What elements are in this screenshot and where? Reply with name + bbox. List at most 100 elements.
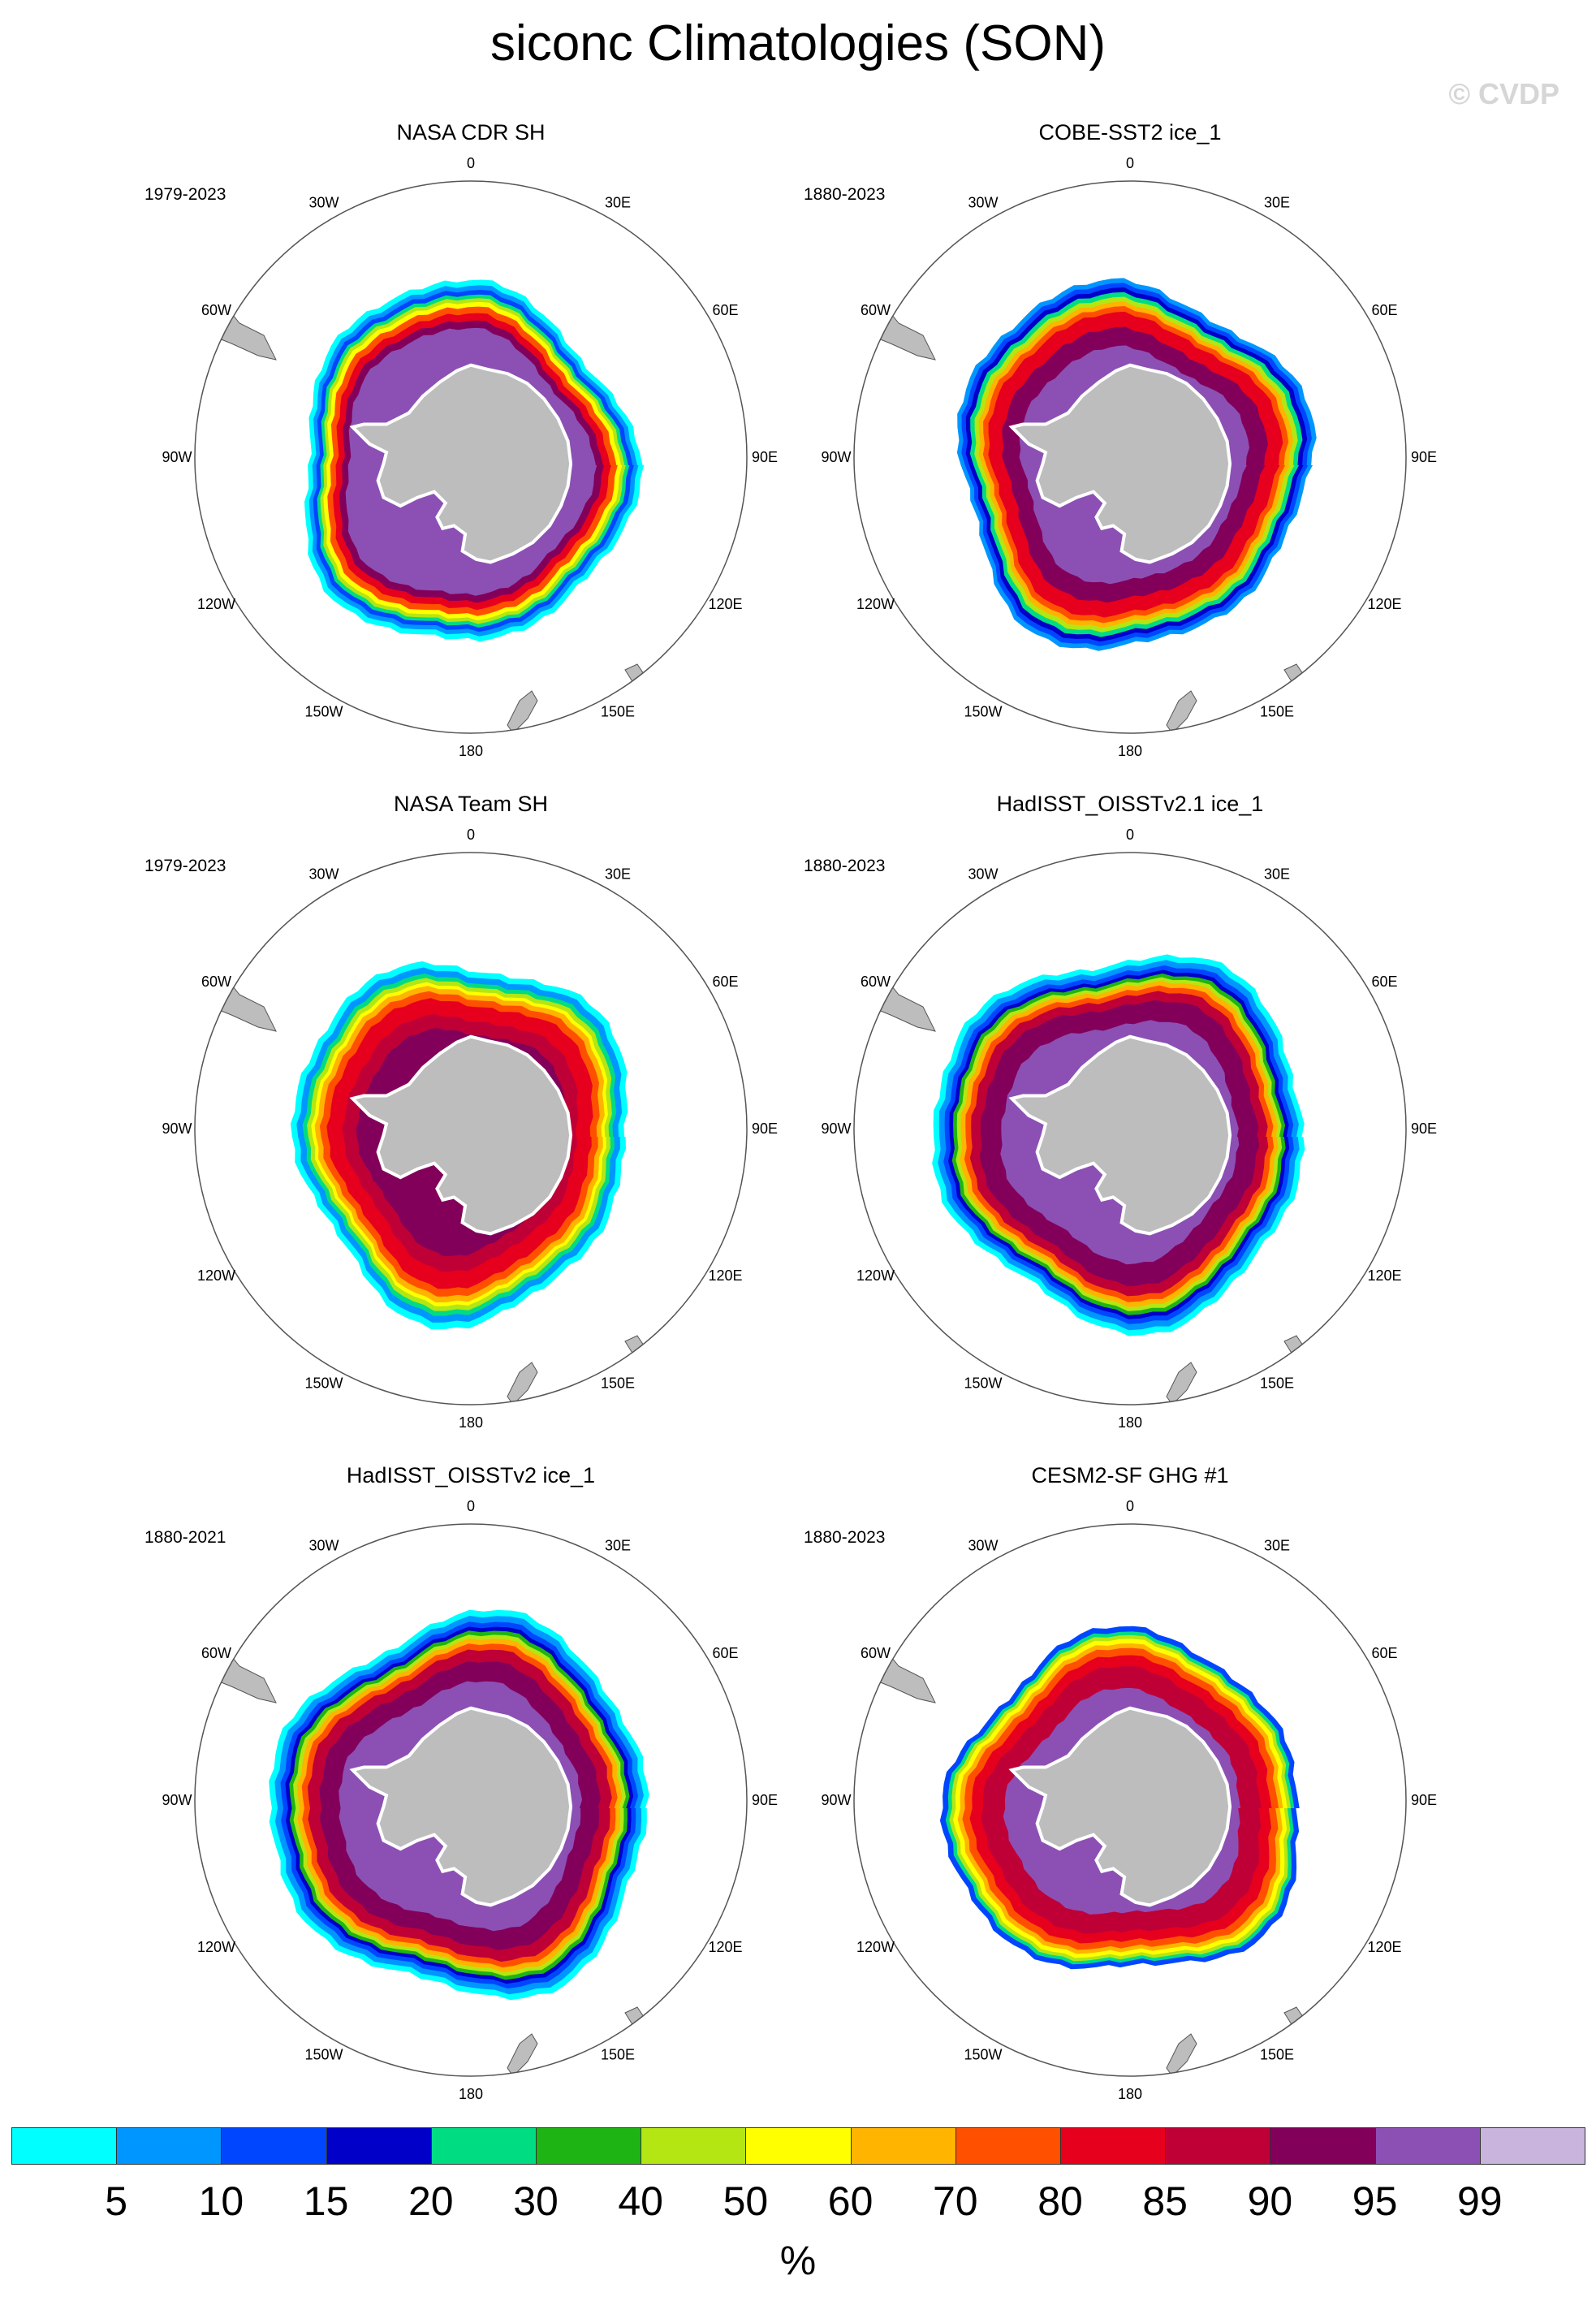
longitude-label: 180 (459, 743, 483, 759)
colorbar-segment (1374, 2127, 1481, 2165)
colorbar-segment (1270, 2127, 1376, 2165)
new-zealand-landmass (1166, 1362, 1197, 1405)
longitude-label: 30E (605, 866, 631, 883)
polar-map: 0 30E 60E 90E 120E 150E 180 150W 120W 90W 60W 30W (162, 155, 778, 759)
longitude-label: 30W (968, 195, 998, 211)
map-content (195, 1609, 649, 2076)
longitude-label: 60E (1371, 974, 1397, 990)
panel-title: CESM2-SF GHG #1 (1031, 1463, 1229, 1487)
map-panel-cobe-sst2: 0 30E 60E 90E 120E 150E 180 150W 120W 90W 60W 30W C… (765, 120, 1495, 786)
longitude-label: 120E (1367, 1939, 1401, 1955)
antarctica-landmass (1008, 1706, 1232, 1907)
longitude-label: 150W (304, 1375, 343, 1392)
longitude-label: 0 (1126, 827, 1134, 843)
longitude-label: 180 (459, 2086, 483, 2102)
longitude-label: 150E (1260, 704, 1294, 720)
colorbar-tick-label: 80 (1037, 2178, 1083, 2224)
longitude-label: 60E (1371, 302, 1397, 318)
panel-years: 1979-2023 (145, 185, 226, 204)
map-panel-hadisst-oisstv21: 0 30E 60E 90E 120E 150E 180 150W 120W 90W 60W 30W H… (765, 792, 1495, 1457)
longitude-label: 90E (1411, 1792, 1437, 1808)
colorbar-tick-label: 50 (723, 2178, 769, 2224)
longitude-label: 90W (162, 449, 192, 465)
colorbar-tick-label: 85 (1142, 2178, 1188, 2224)
colorbar-tick-label: 60 (827, 2178, 873, 2224)
colorbar-segment (1165, 2127, 1271, 2165)
longitude-label: 150W (304, 2047, 343, 2063)
longitude-label: 150W (304, 704, 343, 720)
panel-years: 1979-2023 (145, 857, 226, 875)
map-boundary (853, 180, 1407, 734)
longitude-label: 120E (708, 1267, 742, 1284)
longitude-label: 90W (821, 1120, 851, 1137)
colorbar-tick-label: 90 (1247, 2178, 1293, 2224)
colorbar-segment (1060, 2127, 1167, 2165)
longitude-label: 150E (601, 2047, 635, 2063)
colorbar-segment (850, 2127, 956, 2165)
panel-title: NASA Team SH (393, 792, 549, 816)
panel-years: 1880-2021 (145, 1528, 226, 1547)
longitude-label: 150W (964, 2047, 1002, 2063)
longitude-label: 30W (968, 866, 998, 883)
panel-years: 1880-2023 (804, 185, 886, 204)
new-zealand-landmass (1166, 2033, 1197, 2076)
colorbar-segment (955, 2127, 1061, 2165)
antarctica-landmass (1008, 1034, 1232, 1236)
longitude-label: 90W (821, 449, 851, 465)
panel-title: COBE-SST2 ice_1 (1038, 120, 1222, 145)
antarctica-landmass (1008, 363, 1232, 564)
longitude-label: 0 (467, 155, 475, 171)
longitude-label: 60E (1371, 1645, 1397, 1661)
longitude-label: 120W (197, 1939, 235, 1955)
colorbar-segment (221, 2127, 327, 2165)
colorbar-segment (430, 2127, 537, 2165)
polar-map: 0 30E 60E 90E 120E 150E 180 150W 120W 90W 60W 30W (162, 1498, 778, 2102)
colorbar-tick-label: 10 (198, 2178, 244, 2224)
longitude-label: 60W (861, 974, 891, 990)
colorbar-tick-label: 99 (1456, 2178, 1503, 2224)
colorbar-tick-label: 40 (618, 2178, 663, 2224)
longitude-label: 120E (1367, 1267, 1401, 1284)
map-content (854, 1626, 1305, 2076)
longitude-label: 150E (601, 1375, 635, 1392)
longitude-label: 30W (308, 195, 339, 211)
panel-title: HadISST_OISSTv2 ice_1 (346, 1463, 596, 1487)
colorbar-units: % (779, 2238, 817, 2283)
longitude-label: 120W (197, 596, 235, 612)
map-panel-cesm2-sf-ghg: 0 30E 60E 90E 120E 150E 180 150W 120W 90W 60W 30W C… (765, 1463, 1495, 2129)
colorbar-segment (745, 2127, 852, 2165)
panel-years: 1880-2023 (804, 857, 886, 875)
longitude-label: 150W (964, 1375, 1002, 1392)
new-zealand-landmass (507, 2033, 538, 2076)
antarctica-landmass (349, 363, 573, 564)
longitude-label: 60E (712, 1645, 738, 1661)
new-zealand-landmass (1166, 690, 1197, 733)
colorbar-tick-label: 15 (303, 2178, 349, 2224)
longitude-label: 180 (1118, 1414, 1142, 1431)
polar-map: 0 30E 60E 90E 120E 150E 180 150W 120W 90W 60W 30W (821, 827, 1437, 1431)
map-boundary (194, 852, 748, 1405)
colorbar-tick-label: 70 (932, 2178, 978, 2224)
map-boundary (853, 852, 1407, 1405)
colorbar-segment (1479, 2127, 1585, 2165)
antarctica-landmass (349, 1706, 573, 1907)
longitude-label: 30W (968, 1538, 998, 1554)
longitude-label: 60E (712, 974, 738, 990)
map-panel-nasa-cdr: 0 30E 60E 90E 120E 150E 180 150W 120W 90W 60W 30W N… (106, 120, 836, 786)
longitude-label: 120W (856, 1939, 895, 1955)
polar-map: 0 30E 60E 90E 120E 150E 180 150W 120W 90W 60W 30W (821, 1498, 1437, 2102)
longitude-label: 150W (964, 704, 1002, 720)
longitude-label: 180 (1118, 2086, 1142, 2102)
longitude-label: 90W (821, 1792, 851, 1808)
longitude-label: 60W (861, 302, 891, 318)
map-boundary (853, 1523, 1407, 2077)
longitude-label: 90E (1411, 1120, 1437, 1137)
colorbar-tick-label: 5 (105, 2178, 128, 2224)
longitude-label: 30E (605, 1538, 631, 1554)
map-boundary (194, 180, 748, 734)
longitude-label: 150E (1260, 1375, 1294, 1392)
longitude-label: 120E (708, 596, 742, 612)
map-content (195, 279, 646, 733)
longitude-label: 120E (1367, 596, 1401, 612)
colorbar-segment (11, 2127, 118, 2165)
